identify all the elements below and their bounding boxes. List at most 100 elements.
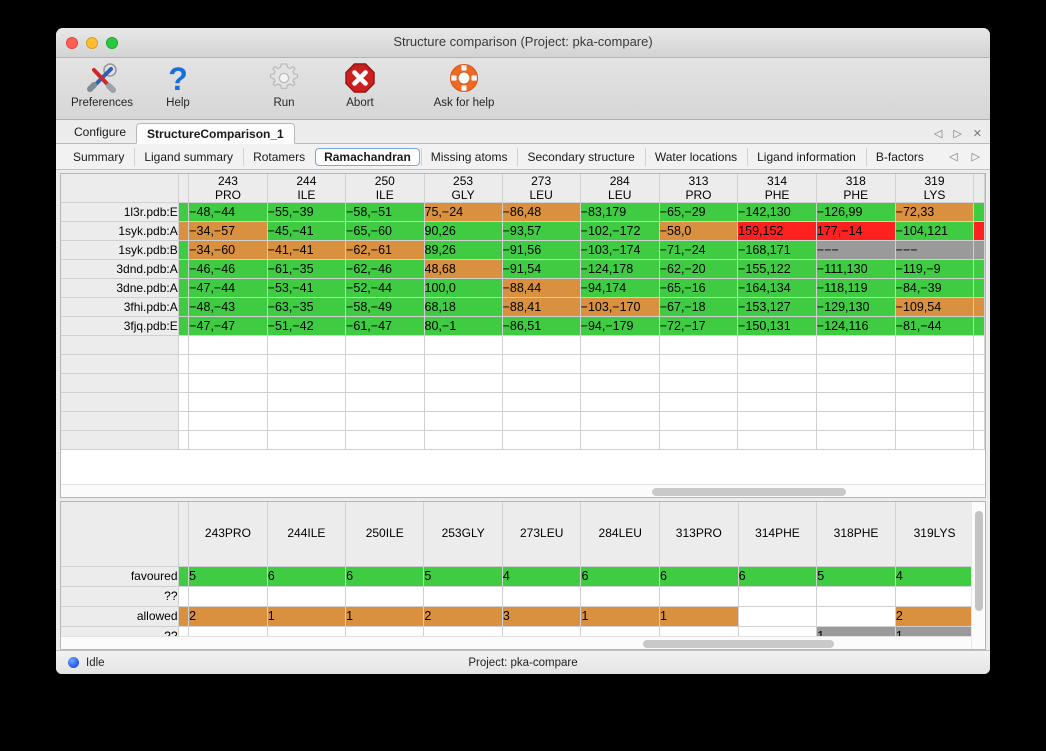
- data-cell[interactable]: −58,0: [659, 221, 739, 241]
- data-cell[interactable]: −65,−16: [659, 278, 739, 298]
- column-header-253[interactable]: 253GLY: [423, 502, 503, 567]
- tab-structurecomparison-1[interactable]: StructureComparison_1: [136, 123, 295, 144]
- zoom-button[interactable]: [106, 37, 118, 49]
- data-cell[interactable]: −63,−35: [267, 297, 347, 317]
- data-cell[interactable]: [738, 606, 818, 627]
- column-header-318[interactable]: 318PHE: [816, 502, 896, 567]
- data-cell[interactable]: −61,−47: [345, 316, 425, 336]
- data-cell[interactable]: −−−: [895, 240, 975, 260]
- table-row[interactable]: favoured 5 6 6 5 4 6 6 6 5 4: [61, 566, 985, 587]
- data-cell[interactable]: −48,−44: [188, 202, 268, 222]
- data-cell[interactable]: −48,−43: [188, 297, 268, 317]
- top-horizontal-scrollbar[interactable]: [61, 484, 985, 497]
- data-cell[interactable]: 3: [502, 606, 582, 627]
- bottom-horizontal-scrollbar-thumb[interactable]: [643, 640, 835, 648]
- data-cell[interactable]: 5: [816, 566, 896, 587]
- tab-missing-atoms[interactable]: Missing atoms: [420, 147, 517, 166]
- data-cell[interactable]: −142,130: [737, 202, 817, 222]
- data-cell[interactable]: −83,179: [580, 202, 660, 222]
- data-cell[interactable]: −65,−29: [659, 202, 739, 222]
- data-cell[interactable]: −102,−172: [580, 221, 660, 241]
- data-cell[interactable]: 48,68: [424, 259, 503, 279]
- tab-close-icon[interactable]: ✕: [972, 128, 982, 140]
- data-cell[interactable]: 89,26: [424, 240, 503, 260]
- data-cell[interactable]: [816, 606, 896, 627]
- close-button[interactable]: [66, 37, 78, 49]
- column-header-243[interactable]: 243PRO: [188, 502, 268, 567]
- data-cell[interactable]: 4: [502, 566, 582, 587]
- data-cell[interactable]: −88,41: [502, 297, 581, 317]
- result-tab-next-arrow-icon[interactable]: ▷: [971, 151, 980, 163]
- column-header-273[interactable]: 273LEU: [502, 502, 582, 567]
- result-tab-prev-arrow-icon[interactable]: ◁: [949, 151, 958, 163]
- tab-water-locations[interactable]: Water locations: [644, 147, 746, 166]
- data-cell[interactable]: −46,−46: [188, 259, 268, 279]
- tab-rotamers[interactable]: Rotamers: [243, 147, 314, 166]
- abort-button[interactable]: Abort: [322, 58, 398, 109]
- data-cell[interactable]: 1: [659, 606, 739, 627]
- data-cell[interactable]: 177,−14: [816, 221, 896, 241]
- data-cell[interactable]: 2: [188, 606, 268, 627]
- data-cell[interactable]: −67,−18: [659, 297, 739, 317]
- data-cell[interactable]: −62,−20: [659, 259, 739, 279]
- data-cell[interactable]: −41,−41: [267, 240, 347, 260]
- data-cell[interactable]: −72,−17: [659, 316, 739, 336]
- data-cell[interactable]: −124,178: [580, 259, 660, 279]
- data-cell[interactable]: 4: [895, 566, 975, 587]
- data-cell[interactable]: 68,18: [424, 297, 503, 317]
- data-cell[interactable]: −72,33: [895, 202, 975, 222]
- table-row[interactable]: allowed 2 1 1 2 3 1 1 2: [61, 606, 985, 627]
- tab-secondary-structure[interactable]: Secondary structure: [517, 147, 643, 166]
- help-button[interactable]: ? Help: [140, 58, 216, 109]
- data-cell[interactable]: [580, 586, 660, 607]
- data-cell[interactable]: −103,−174: [580, 240, 660, 260]
- data-cell[interactable]: −58,−49: [345, 297, 425, 317]
- table-row[interactable]: 3fjq.pdb:E −47,−47 −51,−42 −61,−47 80,−1 −86,…: [61, 316, 985, 336]
- data-cell[interactable]: 80,−1: [424, 316, 503, 336]
- data-cell[interactable]: −71,−24: [659, 240, 739, 260]
- data-cell[interactable]: −47,−44: [188, 278, 268, 298]
- data-cell[interactable]: −104,121: [895, 221, 975, 241]
- tab-ligand-information[interactable]: Ligand information: [747, 147, 865, 166]
- data-cell[interactable]: 1: [580, 606, 660, 627]
- data-cell[interactable]: −94,174: [580, 278, 660, 298]
- table-row[interactable]: 3dne.pdb:A −47,−44 −53,−41 −52,−44 100,0 −88,…: [61, 278, 985, 298]
- data-cell[interactable]: −45,−41: [267, 221, 347, 241]
- data-cell[interactable]: −94,−179: [580, 316, 660, 336]
- data-cell[interactable]: −51,−42: [267, 316, 347, 336]
- data-cell[interactable]: [816, 586, 896, 607]
- data-cell[interactable]: −88,44: [502, 278, 581, 298]
- preferences-button[interactable]: Preferences: [64, 58, 140, 109]
- data-cell[interactable]: −91,56: [502, 240, 581, 260]
- bottom-vertical-scrollbar[interactable]: [971, 502, 985, 649]
- ask-for-help-button[interactable]: Ask for help: [426, 58, 502, 109]
- tab-next-arrow-icon[interactable]: ▷: [953, 128, 962, 140]
- data-cell[interactable]: 6: [738, 566, 818, 587]
- data-cell[interactable]: −126,99: [816, 202, 896, 222]
- table-row[interactable]: 3fhi.pdb:A −48,−43 −63,−35 −58,−49 68,18 −88,…: [61, 297, 985, 317]
- data-cell[interactable]: −52,−44: [345, 278, 425, 298]
- data-cell[interactable]: 2: [423, 606, 503, 627]
- data-cell[interactable]: 5: [188, 566, 268, 587]
- data-cell[interactable]: [502, 586, 582, 607]
- data-cell[interactable]: −61,−35: [267, 259, 347, 279]
- column-header-250[interactable]: 250ILE: [345, 502, 425, 567]
- table-row[interactable]: 1syk.pdb:A −34,−57 −45,−41 −65,−60 90,26 −93,…: [61, 221, 985, 241]
- data-cell[interactable]: −129,130: [816, 297, 896, 317]
- data-cell[interactable]: −55,−39: [267, 202, 347, 222]
- data-cell[interactable]: −34,−57: [188, 221, 268, 241]
- column-header-313[interactable]: 313PRO: [659, 502, 739, 567]
- data-cell[interactable]: −155,122: [737, 259, 817, 279]
- data-cell[interactable]: 2: [895, 606, 975, 627]
- data-cell[interactable]: 90,26: [424, 221, 503, 241]
- data-cell[interactable]: 6: [659, 566, 739, 587]
- minimize-button[interactable]: [86, 37, 98, 49]
